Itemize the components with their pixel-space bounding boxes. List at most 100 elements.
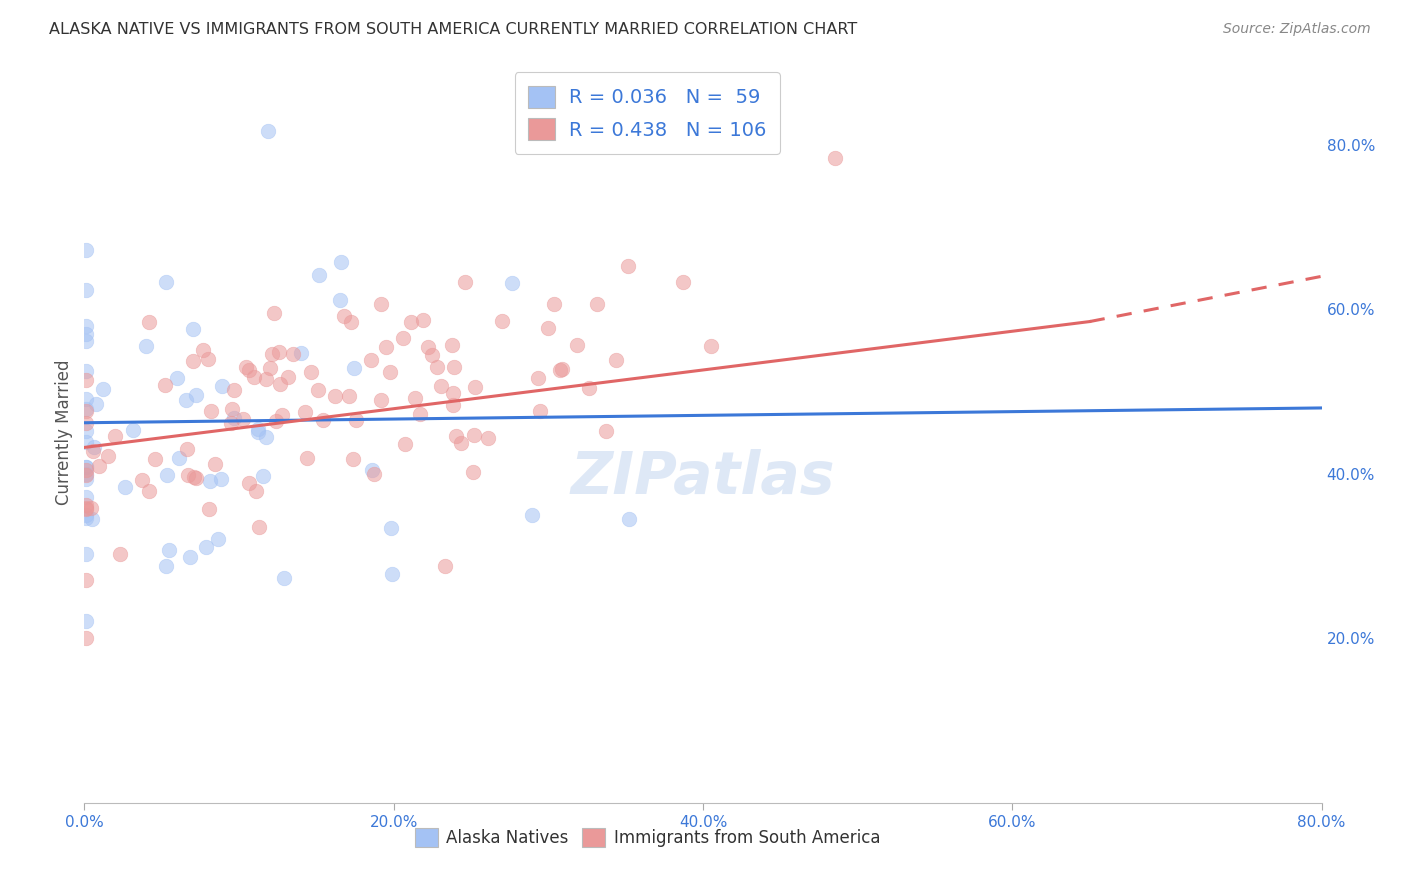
Point — [179, 550, 201, 565]
Point — [75, 373, 97, 387]
Point — [343, 360, 366, 375]
Point — [75, 472, 97, 486]
Point — [299, 365, 322, 379]
Point — [75, 614, 97, 628]
Point — [361, 462, 384, 476]
Point — [83, 440, 105, 454]
Point — [219, 417, 242, 431]
Point — [256, 430, 278, 444]
Point — [184, 471, 207, 485]
Y-axis label: Currently Married: Currently Married — [55, 359, 73, 506]
Point — [308, 268, 330, 282]
Point — [181, 322, 204, 336]
Point — [463, 427, 485, 442]
Point — [75, 490, 97, 504]
Point — [548, 363, 571, 377]
Point — [399, 315, 422, 329]
Point — [416, 339, 439, 353]
Point — [97, 450, 120, 464]
Point — [404, 391, 426, 405]
Point — [183, 470, 205, 484]
Point — [269, 377, 291, 392]
Point — [426, 359, 449, 374]
Point — [543, 297, 565, 311]
Point — [238, 476, 260, 491]
Point — [221, 402, 243, 417]
Point — [75, 392, 97, 406]
Point — [75, 364, 97, 378]
Point — [330, 254, 353, 268]
Point — [243, 370, 266, 384]
Point — [329, 293, 352, 307]
Point — [464, 379, 486, 393]
Point — [75, 402, 97, 417]
Point — [430, 379, 453, 393]
Point — [444, 429, 467, 443]
Point — [207, 532, 229, 546]
Point — [222, 383, 245, 397]
Point — [312, 413, 335, 427]
Point — [342, 452, 364, 467]
Point — [340, 315, 363, 329]
Point — [501, 276, 523, 290]
Point — [195, 540, 218, 554]
Point — [477, 431, 499, 445]
Point — [374, 340, 396, 354]
Point — [290, 346, 312, 360]
Point — [75, 318, 97, 333]
Point — [166, 371, 188, 385]
Point — [75, 467, 97, 482]
Point — [82, 511, 104, 525]
Point — [529, 404, 551, 418]
Point — [363, 467, 385, 482]
Point — [247, 425, 270, 439]
Point — [75, 334, 97, 348]
Point — [617, 512, 640, 526]
Point — [177, 467, 200, 482]
Point — [408, 407, 430, 421]
Point — [441, 386, 464, 401]
Point — [79, 500, 101, 515]
Point — [174, 392, 197, 407]
Point — [89, 458, 111, 473]
Point — [235, 360, 257, 375]
Point — [75, 573, 97, 587]
Point — [157, 543, 180, 558]
Point — [360, 353, 382, 368]
Point — [232, 412, 254, 426]
Point — [75, 460, 97, 475]
Point — [75, 467, 97, 481]
Point — [75, 501, 97, 516]
Point — [75, 459, 97, 474]
Point — [370, 392, 392, 407]
Point — [224, 410, 246, 425]
Point — [245, 484, 267, 499]
Point — [491, 314, 513, 328]
Point — [264, 414, 287, 428]
Point — [672, 275, 695, 289]
Point — [197, 502, 219, 516]
Point — [605, 353, 627, 368]
Point — [344, 412, 367, 426]
Point — [138, 315, 160, 329]
Point — [551, 361, 574, 376]
Point — [262, 347, 284, 361]
Point — [259, 360, 281, 375]
Point — [204, 457, 226, 471]
Point — [75, 417, 97, 431]
Point — [323, 389, 346, 403]
Point — [75, 404, 97, 418]
Point — [461, 465, 484, 479]
Point — [394, 436, 416, 450]
Point — [295, 451, 318, 466]
Text: ZIPatlas: ZIPatlas — [571, 449, 835, 506]
Point — [197, 351, 219, 366]
Point — [443, 359, 465, 374]
Point — [537, 321, 560, 335]
Point — [333, 309, 356, 323]
Point — [153, 377, 176, 392]
Point — [75, 327, 97, 342]
Point — [440, 337, 463, 351]
Point — [138, 484, 160, 499]
Point — [380, 365, 402, 379]
